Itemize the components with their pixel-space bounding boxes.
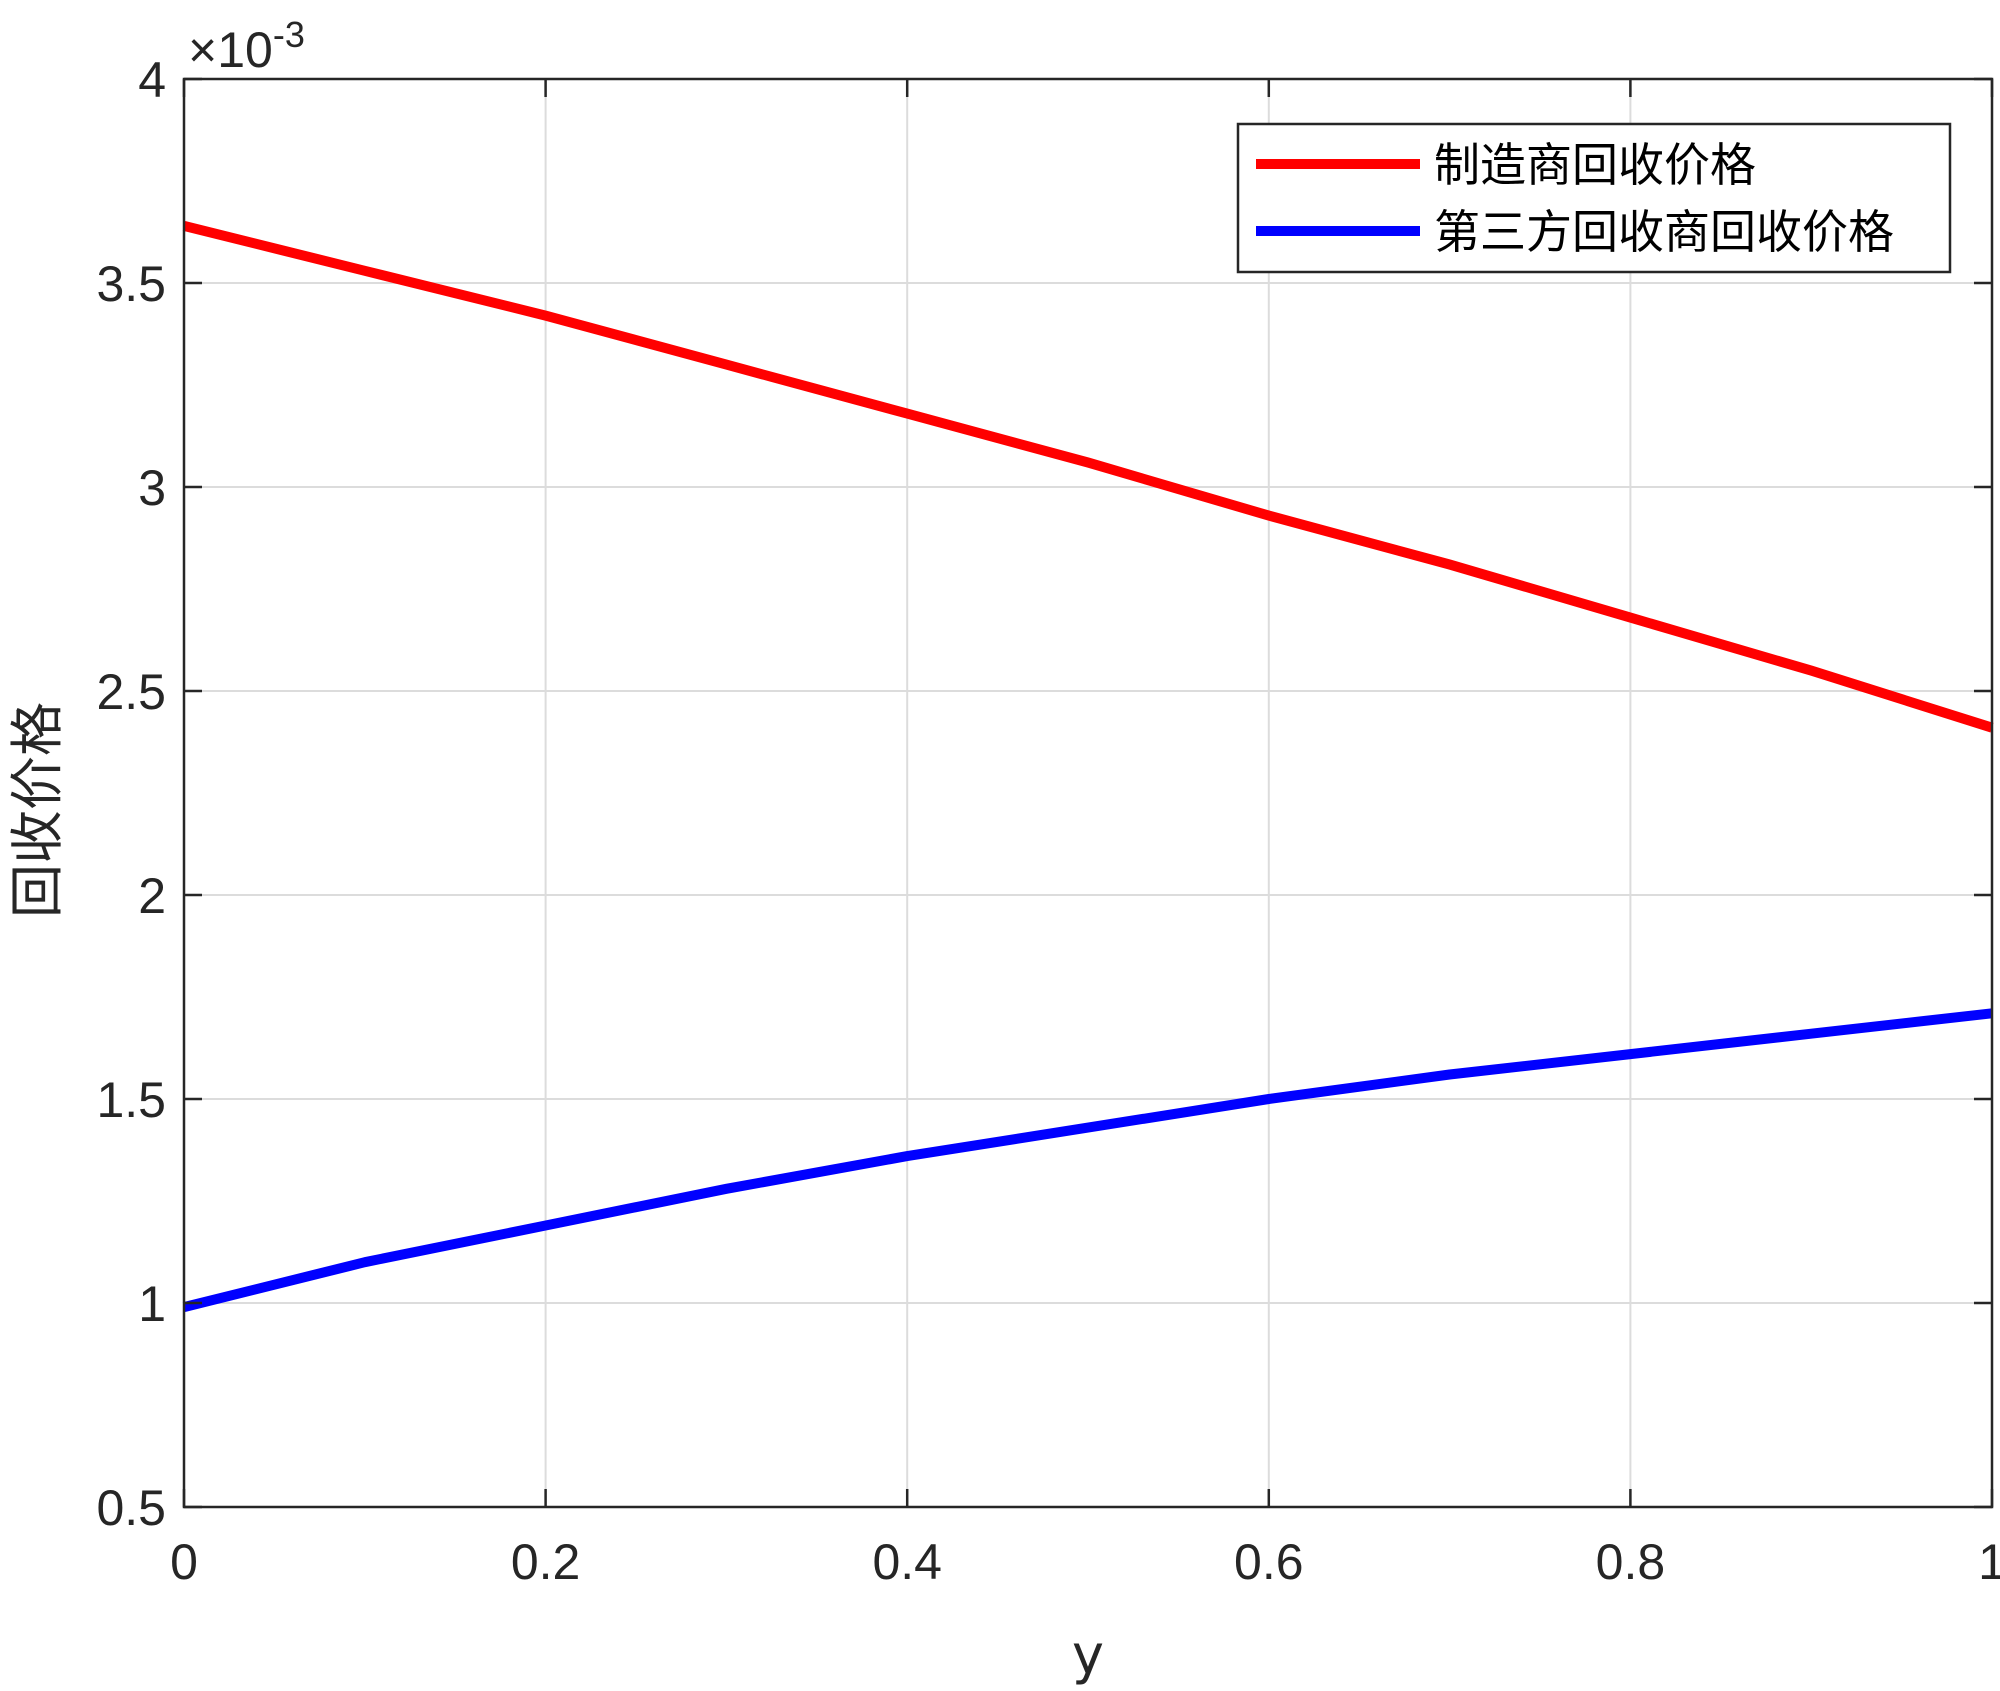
y-tick-label: 3.5 — [96, 256, 166, 312]
ticks — [182, 77, 1994, 1509]
x-tick-label: 0.2 — [511, 1534, 581, 1590]
y-multiplier-base: ×10 — [188, 22, 273, 78]
tick-labels: 0 0.2 0.4 0.6 0.8 1 0.5 1 1.5 2 2.5 3 3.5 4 — [96, 52, 2000, 1590]
y-tick-label: 2.5 — [96, 664, 166, 720]
y-tick-label: 4 — [138, 52, 166, 108]
y-tick-label: 1 — [138, 1276, 166, 1332]
legend-label-third-party: 第三方回收商回收价格 — [1434, 205, 1894, 259]
plot-border — [182, 77, 1994, 1509]
x-tick-label: 0.6 — [1234, 1534, 1304, 1590]
x-tick-label: 1 — [1978, 1534, 2000, 1590]
y-multiplier: ×10-3 — [188, 14, 305, 78]
legend-box — [1236, 122, 1952, 274]
legend: 制造商回收价格 第三方回收商回收价格 — [1236, 122, 1952, 274]
x-tick-label: 0.8 — [1596, 1534, 1666, 1590]
y-multiplier-power: -3 — [273, 14, 305, 55]
y-tick-label: 2 — [138, 868, 166, 924]
series-layer — [182, 221, 1994, 1312]
y-axis-title: 回收价格 — [6, 702, 69, 918]
series-line-0 — [182, 221, 1994, 733]
y-tick-label: 0.5 — [96, 1480, 166, 1536]
plot-area — [184, 79, 1992, 1507]
x-tick-label: 0 — [170, 1534, 198, 1590]
y-tick-label: 1.5 — [96, 1072, 166, 1128]
legend-label-manufacturer: 制造商回收价格 — [1434, 138, 1756, 192]
y-tick-label: 3 — [138, 460, 166, 516]
series-line-1 — [182, 1008, 1993, 1312]
x-axis-title: y — [1072, 1623, 1104, 1686]
grid — [184, 79, 1992, 1507]
x-tick-label: 0.4 — [872, 1534, 942, 1590]
